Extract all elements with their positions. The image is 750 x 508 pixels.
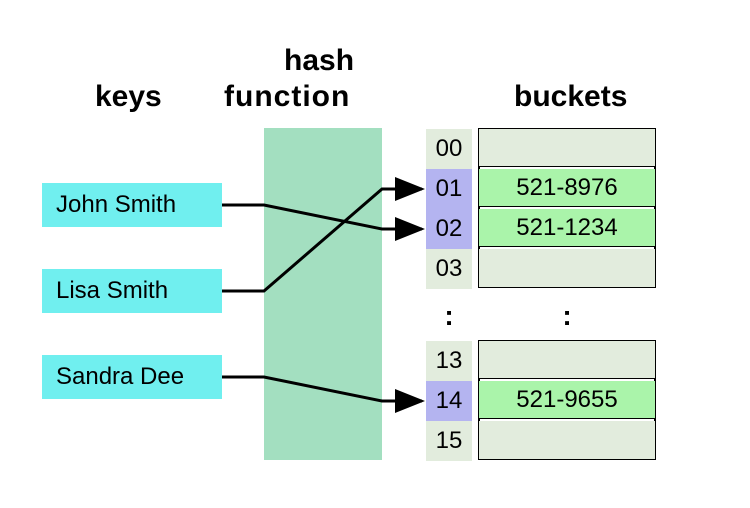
heading-keys: keys: [95, 80, 162, 114]
key-sandra-dee: Sandra Dee: [42, 355, 222, 399]
bucket-val-03: [479, 249, 655, 287]
bucket-idx-02: 02: [426, 209, 472, 249]
bucket-val-15: [479, 421, 655, 459]
hash-function-box: [264, 128, 382, 460]
key-lisa-smith: Lisa Smith: [42, 269, 222, 313]
bucket-idx-14: 14: [426, 381, 472, 421]
bucket-idx-01: 01: [426, 169, 472, 209]
bucket-val-00: [479, 129, 655, 167]
bucket-val-14: 521-9655: [479, 381, 655, 419]
bucket-val-13: [479, 341, 655, 379]
ellipsis-idx: :: [426, 300, 472, 332]
heading-buckets: buckets: [514, 80, 627, 114]
bucket-idx-03: 03: [426, 249, 472, 289]
bucket-val-01: 521-8976: [479, 169, 655, 207]
bucket-idx-00: 00: [426, 129, 472, 169]
heading-hash-line1: hash: [284, 44, 354, 78]
key-john-smith: John Smith: [42, 183, 222, 227]
bucket-idx-15: 15: [426, 421, 472, 461]
bucket-idx-13: 13: [426, 341, 472, 381]
heading-hash-line2: function: [224, 80, 350, 114]
bucket-val-02: 521-1234: [479, 209, 655, 247]
ellipsis-val: :: [478, 300, 656, 332]
